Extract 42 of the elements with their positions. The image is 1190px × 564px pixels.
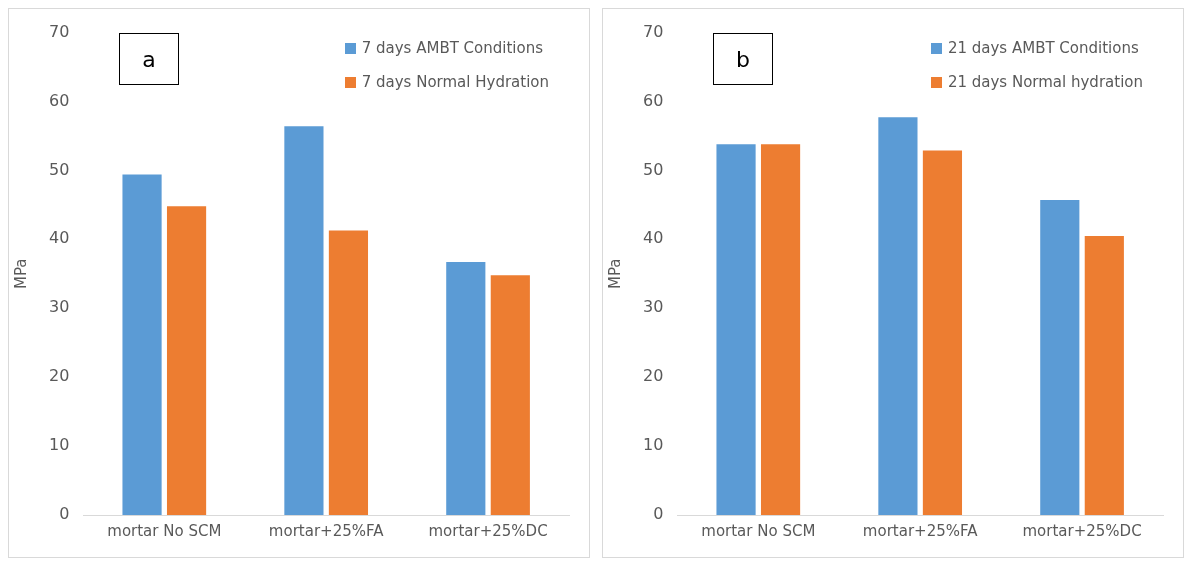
y-tick-label: 20 <box>49 366 70 386</box>
bar <box>166 206 207 515</box>
bar <box>122 174 162 515</box>
y-tick-label: 50 <box>643 159 664 179</box>
y-tick-label: 20 <box>643 366 664 386</box>
annotation: a <box>119 33 179 85</box>
bar <box>446 262 486 515</box>
y-tick-label: 40 <box>49 228 70 248</box>
y-tick-label: 60 <box>49 90 70 110</box>
y-tick-label: 60 <box>643 90 664 110</box>
y-tick-label: 40 <box>643 228 664 248</box>
y-axis-title: MPa <box>11 258 30 290</box>
bar <box>760 144 801 515</box>
x-tick-label: mortar No SCM <box>701 521 816 540</box>
bar <box>284 126 324 515</box>
y-tick-label: 0 <box>59 504 70 524</box>
y-tick-label: 70 <box>49 21 70 41</box>
y-tick-label: 30 <box>643 297 664 317</box>
legend-label: 7 days AMBT Conditions <box>361 38 544 59</box>
y-tick-label: 70 <box>643 21 664 41</box>
y-axis-title: MPa <box>605 258 624 290</box>
bar <box>1040 200 1080 515</box>
x-tick-label: mortar+25%DC <box>428 521 548 540</box>
bar <box>328 230 369 515</box>
bar <box>922 150 963 515</box>
legend-label: 21 days AMBT Conditions <box>947 38 1139 59</box>
y-tick-label: 10 <box>49 435 70 455</box>
x-tick-label: mortar No SCM <box>107 521 222 540</box>
bar <box>490 275 530 515</box>
x-tick-label: mortar+25%FA <box>268 521 385 540</box>
y-tick-label: 50 <box>49 159 70 179</box>
legend-label: 7 days Normal Hydration <box>361 72 549 93</box>
x-tick-label: mortar+25%DC <box>1022 521 1142 540</box>
legend-label: 21 days Normal hydration <box>947 72 1143 93</box>
bar <box>1084 235 1124 515</box>
y-tick-label: 10 <box>643 435 664 455</box>
y-tick-label: 30 <box>49 297 70 317</box>
annotation: b <box>713 33 773 85</box>
x-tick-label: mortar+25%FA <box>862 521 979 540</box>
y-tick-label: 0 <box>653 504 664 524</box>
bar <box>878 117 918 515</box>
bar <box>716 144 756 515</box>
